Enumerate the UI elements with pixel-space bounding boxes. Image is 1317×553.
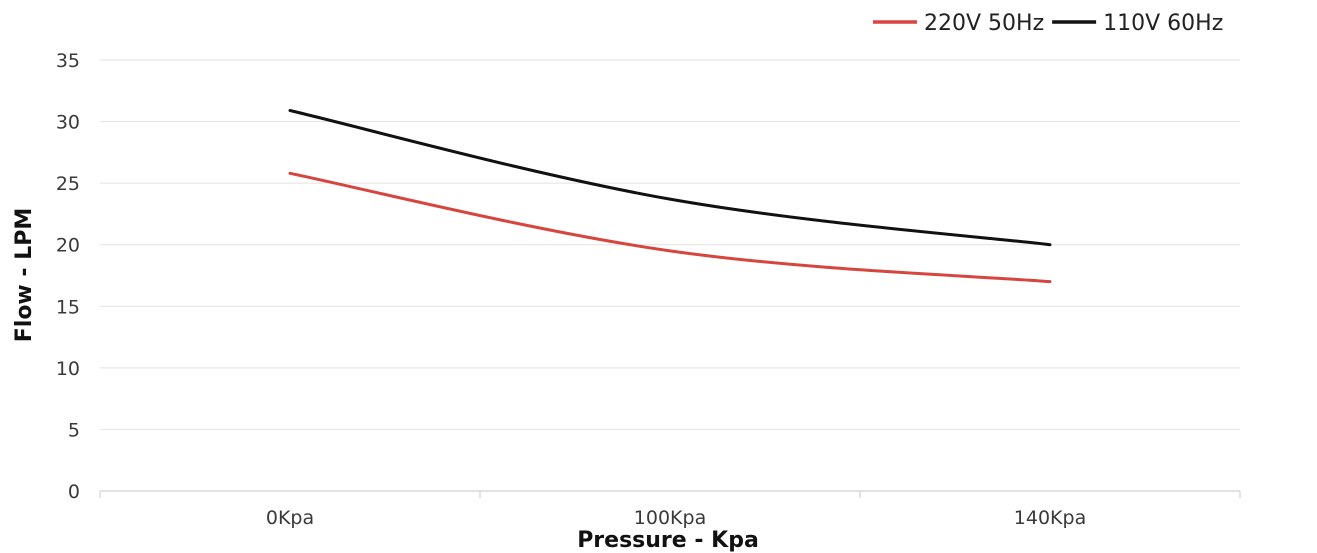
y-tick-label-20: 20 (56, 235, 80, 257)
y-tick-label-15: 15 (56, 296, 80, 318)
x-tick-label-1: 100Kpa (634, 507, 706, 529)
legend-label-0: 220V 50Hz (924, 11, 1044, 36)
y-tick-label-30: 30 (56, 112, 80, 134)
x-tick-label-2: 140Kpa (1014, 507, 1086, 529)
x-tick-labels: 0Kpa 100Kpa 140Kpa (266, 507, 1086, 529)
legend: 220V 50Hz 110V 60Hz (873, 11, 1223, 36)
x-axis (99, 490, 1241, 498)
x-tick-label-0: 0Kpa (266, 507, 314, 529)
series-lines (288, 108, 1052, 284)
legend-label-1: 110V 60Hz (1103, 11, 1223, 36)
x-axis-title: Pressure - Kpa (577, 528, 759, 553)
y-tick-label-35: 35 (56, 50, 80, 72)
series-line-1 (288, 108, 1052, 247)
y-tick-label-25: 25 (56, 173, 80, 195)
y-tick-label-10: 10 (56, 358, 80, 380)
series-line-0 (288, 171, 1052, 284)
y-axis-title: Flow - LPM (12, 208, 37, 343)
y-tick-label-0: 0 (68, 481, 80, 503)
y-tick-labels: 0 5 10 15 20 25 30 35 (56, 50, 80, 503)
gridlines (100, 59, 1240, 430)
y-tick-label-5: 5 (68, 419, 80, 441)
